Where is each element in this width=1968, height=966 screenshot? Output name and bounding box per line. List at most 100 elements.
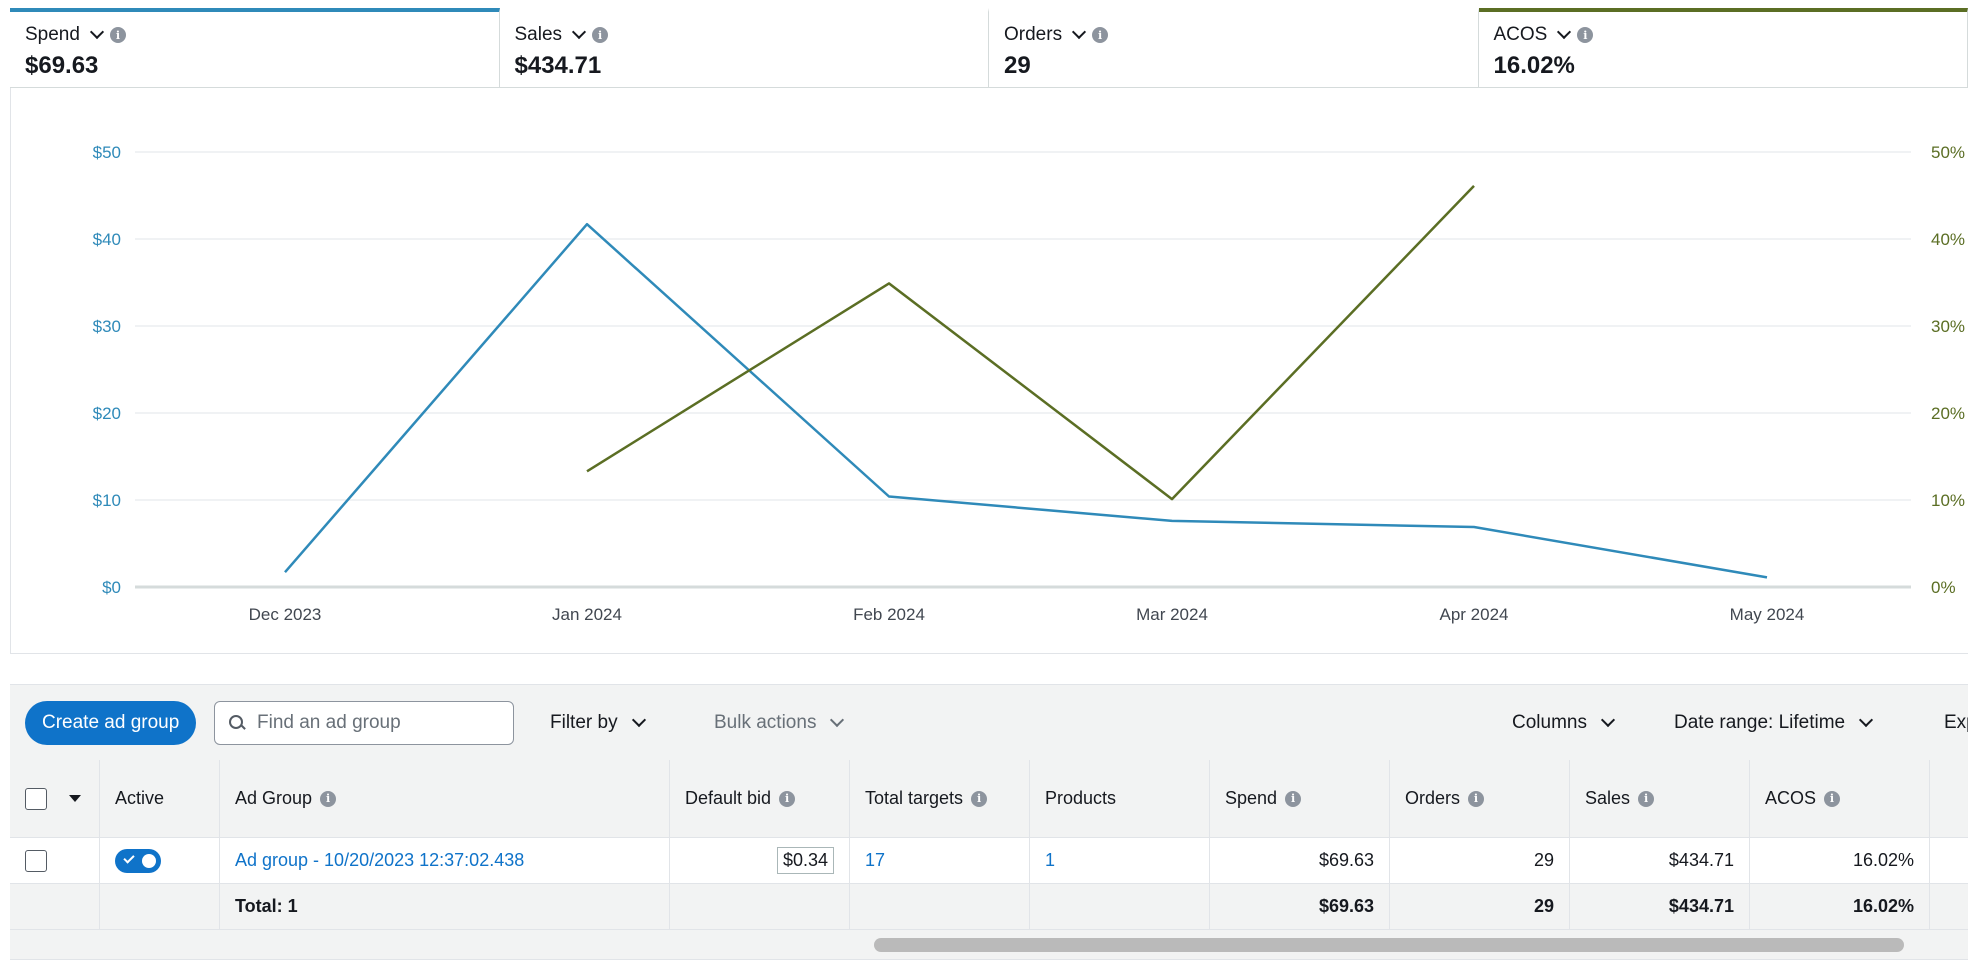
metric-acos-label: ACOS [1493,24,1548,45]
header-total-targets-label: Total targets [865,788,964,808]
chevron-down-icon [830,712,845,728]
row-orders-cell: 29 [1390,838,1570,883]
header-spend[interactable]: Spend i [1210,760,1390,837]
row-spend-cell: $69.63 [1210,838,1390,883]
x-tick-label: Apr 2024 [1440,605,1509,624]
info-icon[interactable]: i [1638,790,1655,807]
find-ad-group-search[interactable]: Find an ad group [214,701,514,745]
info-icon[interactable]: i [1577,27,1594,43]
chevron-down-icon[interactable] [1557,24,1572,40]
products-link[interactable]: 1 [1045,850,1056,870]
info-icon[interactable]: i [1824,790,1841,807]
header-products[interactable]: Products [1030,760,1210,837]
bulk-actions-dropdown[interactable]: Bulk actions [714,701,845,745]
info-icon[interactable]: i [592,27,609,43]
x-tick-label: Jan 2024 [552,605,622,624]
chevron-down-icon[interactable] [571,24,587,40]
y-left-tick-label: $10 [93,491,121,510]
export-button[interactable]: Exp [1944,701,1968,745]
filter-by-label: Filter by [550,712,618,733]
total-empty-cell [850,884,1030,929]
header-spend-label: Spend [1225,788,1278,808]
header-default-bid[interactable]: Default bid i [670,760,850,837]
chevron-down-icon[interactable] [89,24,105,40]
row-checkbox[interactable] [25,849,47,872]
header-products-label: Products [1045,788,1117,808]
date-range-label: Date range: Lifetime [1674,712,1846,733]
y-left-tick-label: $0 [102,578,121,597]
metric-sales-value: $434.71 [514,52,602,79]
filter-by-dropdown[interactable]: Filter by [550,701,646,745]
row-products-cell: 1 [1030,838,1210,883]
y-left-tick-label: $50 [93,143,121,162]
row-active-cell [100,838,220,883]
y-left-tick-label: $30 [93,317,121,336]
y-right-tick-label: 30% [1931,317,1965,336]
info-icon[interactable]: i [1468,790,1485,807]
metric-spend-label: Spend [25,24,80,45]
total-empty-cell [670,884,850,929]
row-default-bid-cell: $0.34 [670,838,850,883]
info-icon[interactable]: i [1092,27,1109,43]
header-ad-group[interactable]: Ad Group i [220,760,670,837]
info-icon[interactable]: i [320,790,337,807]
chevron-down-icon [1859,712,1874,728]
metric-acos[interactable]: ACOS i 16.02% [1478,8,1968,88]
header-sales[interactable]: Sales i [1570,760,1750,837]
info-icon[interactable]: i [109,27,126,43]
table-row: Ad group - 10/20/2023 12:37:02.438 $0.34… [10,838,1968,884]
metric-acos-value: 16.02% [1493,52,1575,79]
info-icon[interactable]: i [779,790,796,807]
info-icon[interactable]: i [971,790,988,807]
y-right-tick-label: 50% [1931,143,1965,162]
x-tick-label: Dec 2023 [249,605,322,624]
columns-label: Columns [1512,712,1587,733]
metric-orders-label: Orders [1004,24,1063,45]
total-label-cell: Total: 1 [220,884,670,929]
metric-orders-value: 29 [1004,52,1031,79]
header-total-targets[interactable]: Total targets i [850,760,1030,837]
row-sales-cell: $434.71 [1570,838,1750,883]
total-empty-cell [1030,884,1210,929]
export-label: Exp [1944,712,1968,733]
metric-spend[interactable]: Spend i $69.63 [10,8,500,88]
search-icon [229,715,245,731]
header-orders[interactable]: Orders i [1390,760,1570,837]
y-right-tick-label: 0% [1931,578,1956,597]
active-toggle[interactable] [115,848,161,873]
series-line-acos [586,185,1475,501]
header-active[interactable]: Active [100,760,220,837]
total-empty-cell [10,884,100,929]
x-tick-label: May 2024 [1730,605,1805,624]
ad-group-link[interactable]: Ad group - 10/20/2023 12:37:02.438 [235,850,525,870]
total-empty-cell [100,884,220,929]
ad-groups-table: Active Ad Group i Default bid i Total ta… [10,760,1968,960]
metric-sales-label: Sales [514,24,563,45]
bulk-actions-label: Bulk actions [714,712,817,733]
default-bid-input[interactable]: $0.34 [776,847,834,874]
chevron-down-icon [1600,712,1616,728]
y-left-tick-label: $40 [93,230,121,249]
header-sales-label: Sales [1585,788,1631,808]
create-ad-group-button[interactable]: Create ad group [25,701,197,745]
row-total-targets-cell: 17 [850,838,1030,883]
y-right-tick-label: 20% [1931,404,1965,423]
caret-down-icon[interactable] [69,795,81,802]
chevron-down-icon [631,712,646,728]
metric-sales[interactable]: Sales i $434.71 [500,8,989,88]
select-all-cell [10,760,100,837]
date-range-dropdown[interactable]: Date range: Lifetime [1674,701,1874,745]
table-total-row: Total: 1 $69.63 29 $434.71 16.02% [10,884,1968,930]
select-all-checkbox[interactable] [25,787,47,810]
horizontal-scrollbar[interactable] [874,938,1904,952]
row-ad-group-cell: Ad group - 10/20/2023 12:37:02.438 [220,838,670,883]
performance-chart: $0 $10 $20 $30 $40 $50 0% 10% 20% 30% 40% 50% Dec 20… [10,88,1968,654]
chevron-down-icon[interactable] [1072,24,1087,40]
header-active-label: Active [115,788,165,808]
header-acos[interactable]: ACOS i [1750,760,1930,837]
total-targets-link[interactable]: 17 [865,850,886,870]
columns-dropdown[interactable]: Columns [1512,701,1616,745]
metric-orders[interactable]: Orders i 29 [989,8,1479,88]
info-icon[interactable]: i [1285,790,1302,807]
y-left-tick-label: $20 [93,404,121,423]
